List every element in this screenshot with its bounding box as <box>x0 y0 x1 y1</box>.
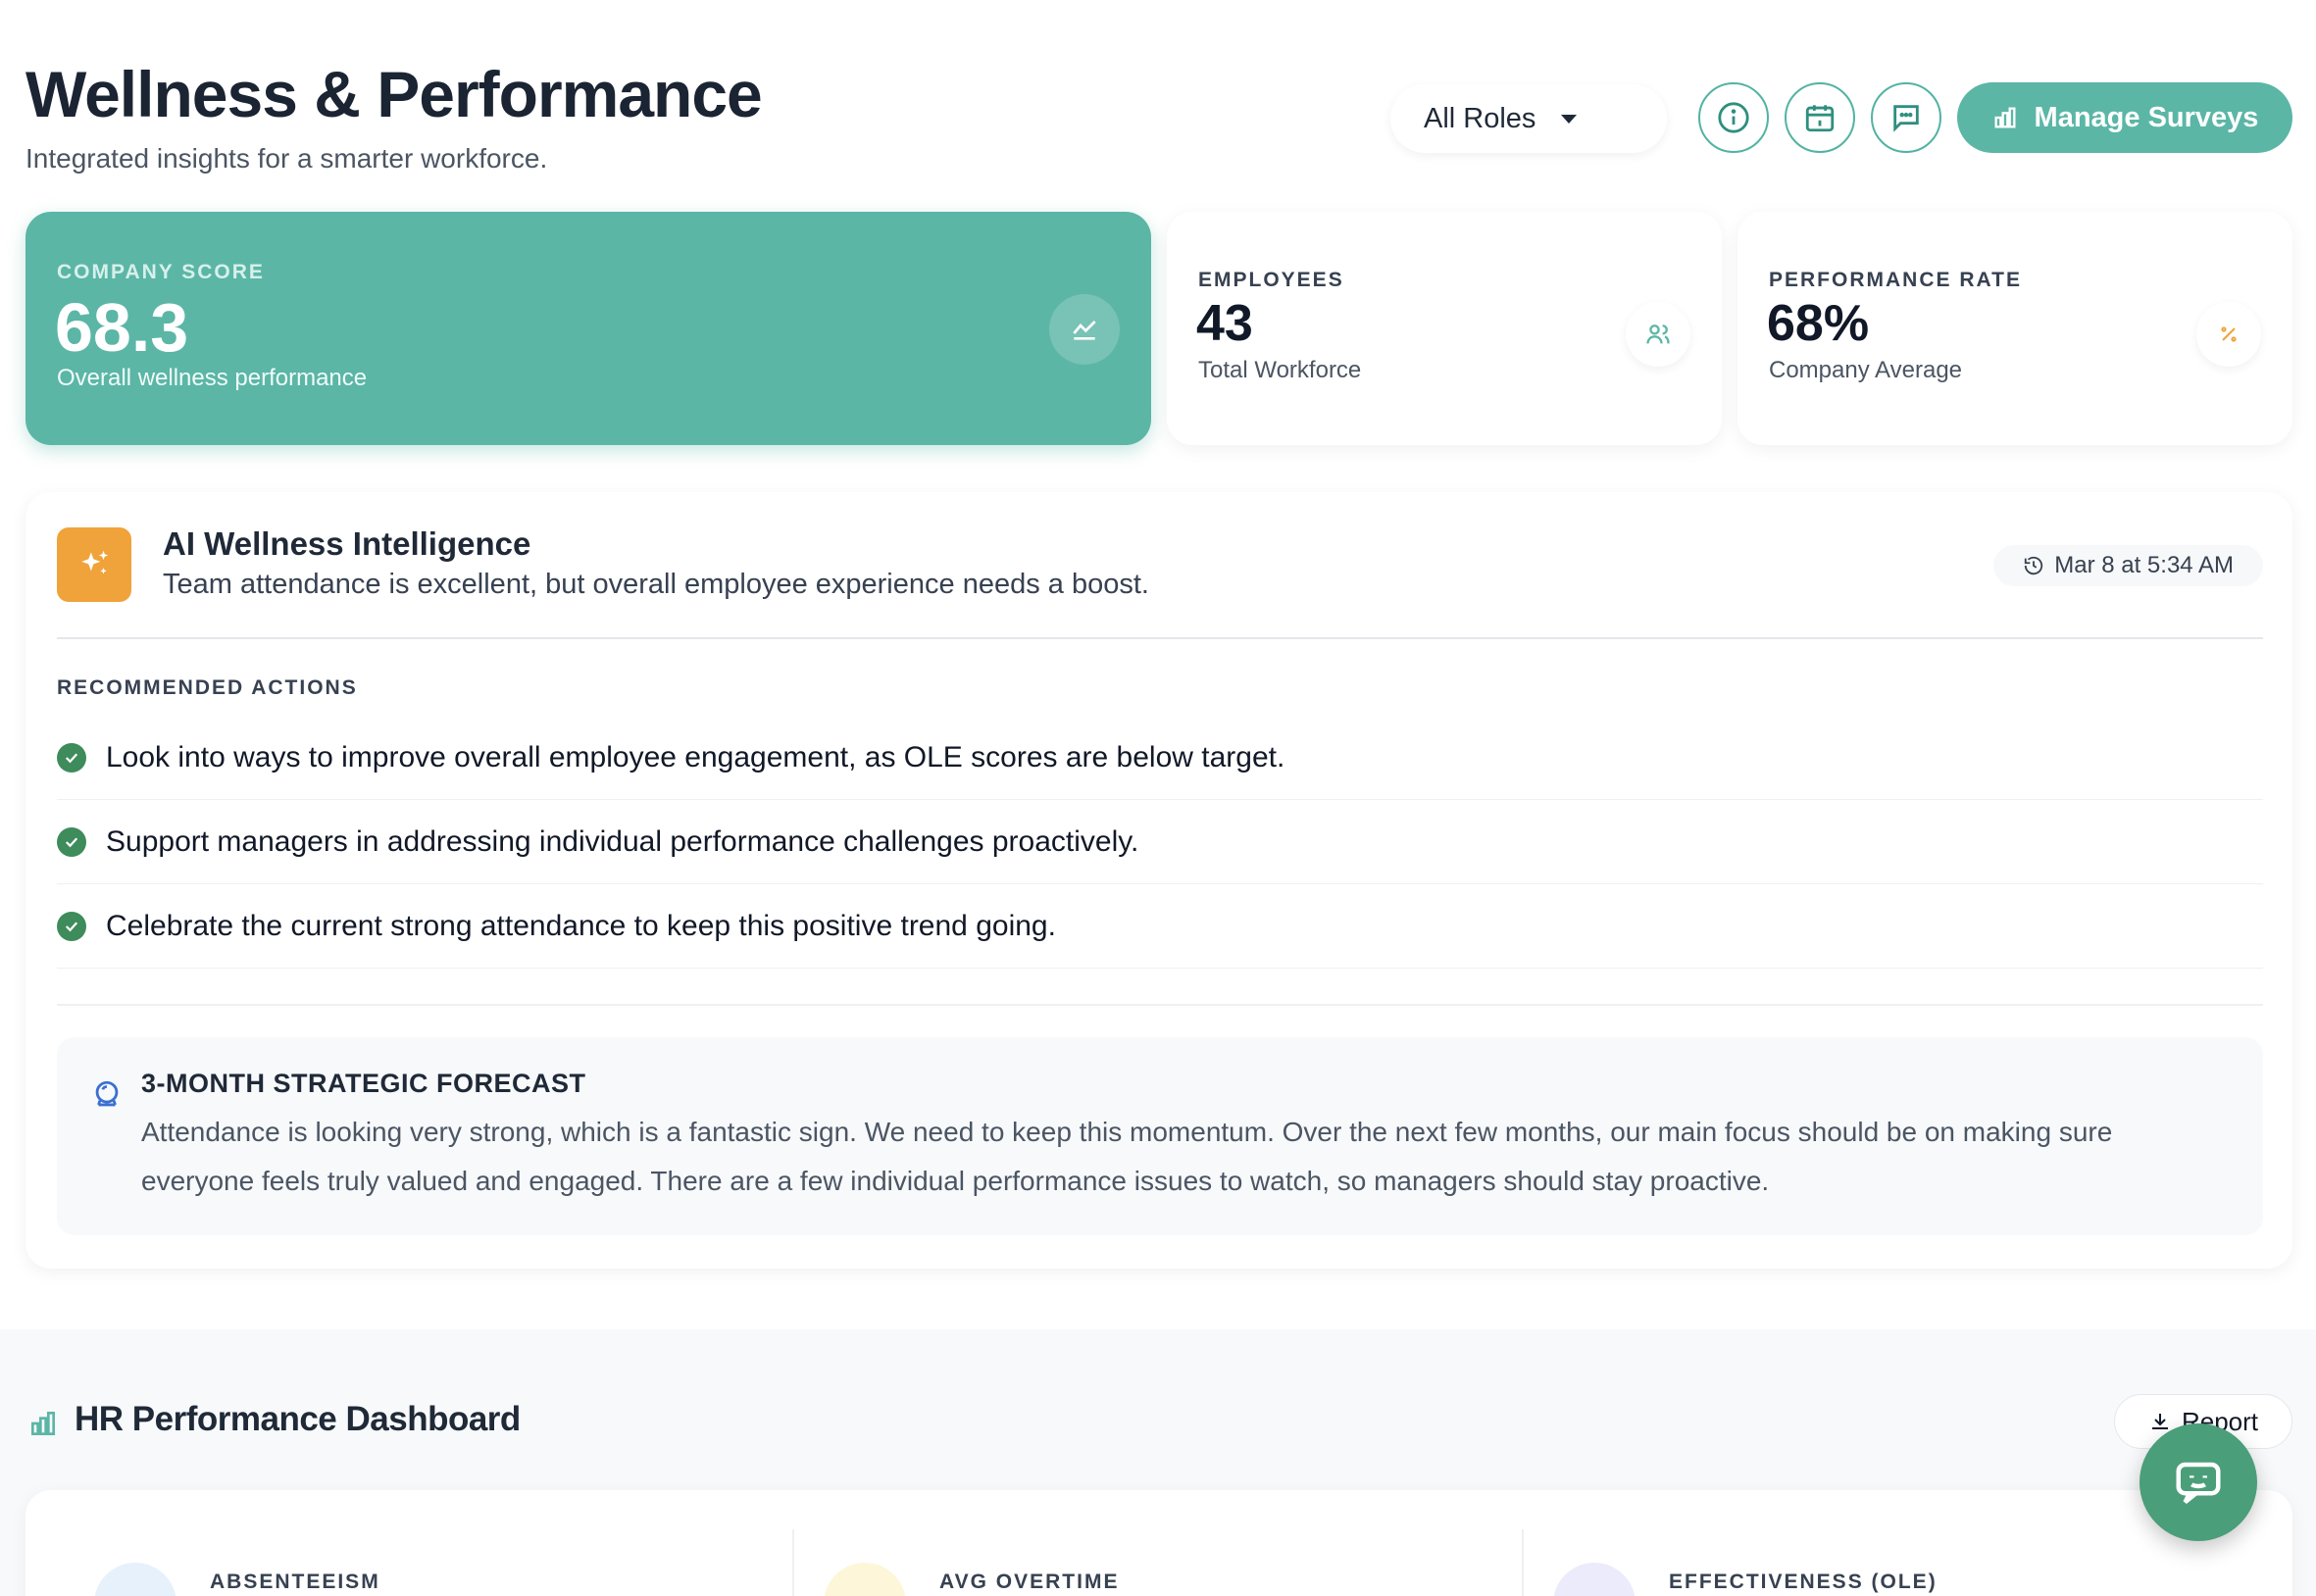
chat-assistant-button[interactable] <box>2140 1423 2257 1541</box>
metric-label: AVG OVERTIME <box>939 1571 1120 1593</box>
metric-label: EFFECTIVENESS (OLE) <box>1669 1571 1938 1593</box>
info-button[interactable] <box>1698 82 1769 153</box>
info-icon <box>1718 102 1749 133</box>
action-text: Look into ways to improve overall employ… <box>106 740 1285 773</box>
download-icon <box>2151 1414 2168 1429</box>
check-circle-icon <box>57 826 86 857</box>
role-filter-value: All Roles <box>1424 102 1536 134</box>
timestamp-text: Mar 8 at 5:34 AM <box>2054 552 2234 578</box>
action-item: Look into ways to improve overall employ… <box>57 716 2263 800</box>
employees-card: EMPLOYEES 43 Total Workforce <box>1167 212 1722 445</box>
page-subtitle: Integrated insights for a smarter workfo… <box>25 143 548 174</box>
crystal-ball-icon <box>95 1080 119 1107</box>
forecast-body: Attendance is looking very strong, which… <box>141 1117 2113 1196</box>
calendar-icon <box>94 1563 176 1596</box>
action-text: Support managers in addressing individua… <box>106 824 1139 858</box>
performance-rate-card: PERFORMANCE RATE 68% Company Average <box>1737 212 2292 445</box>
ai-card-title: AI Wellness Intelligence <box>163 525 531 562</box>
percent-icon <box>2196 302 2261 367</box>
performance-rate-value: 68% <box>1767 295 1870 352</box>
metric-label: ABSENTEEISM <box>210 1571 380 1593</box>
employees-desc: Total Workforce <box>1198 357 1362 383</box>
company-score-value: 68.3 <box>55 289 189 366</box>
performance-rate-desc: Company Average <box>1769 357 1963 383</box>
clock-icon <box>824 1563 906 1596</box>
avg-overtime-metric: AVG OVERTIME <box>755 1490 1485 1596</box>
manage-surveys-label: Manage Surveys <box>2034 101 2259 133</box>
company-score-label: COMPANY SCORE <box>57 261 265 283</box>
gauge-icon <box>1553 1563 1636 1596</box>
message-icon <box>1893 105 1919 132</box>
divider <box>57 1004 2263 1006</box>
divider <box>57 637 2263 639</box>
company-score-desc: Overall wellness performance <box>57 365 368 391</box>
ai-wellness-card: AI Wellness Intelligence Team attendance… <box>25 492 2292 1269</box>
company-score-card: COMPANY SCORE 68.3 Overall wellness perf… <box>25 212 1151 445</box>
check-circle-icon <box>57 911 86 941</box>
role-filter-select[interactable]: All Roles <box>1390 84 1667 153</box>
users-icon <box>1626 302 1690 367</box>
bar-chart-icon <box>31 1412 55 1435</box>
bar-chart-icon <box>1994 107 2016 128</box>
calendar-button[interactable] <box>1785 82 1855 153</box>
timestamp-badge: Mar 8 at 5:34 AM <box>1993 545 2263 586</box>
strategic-forecast-panel: 3-MONTH STRATEGIC FORECAST Attendance is… <box>57 1037 2263 1235</box>
check-circle-icon <box>57 742 86 773</box>
chat-bot-icon <box>2176 1462 2221 1505</box>
sparkles-icon <box>57 527 131 602</box>
caret-down-icon <box>1561 114 1578 124</box>
hr-dashboard-section: HR Performance Dashboard Report ABSENTEE… <box>0 1329 2316 1596</box>
page-title: Wellness & Performance <box>25 58 763 130</box>
divider <box>1522 1529 1524 1596</box>
employees-value: 43 <box>1196 295 1253 352</box>
forecast-title: 3-MONTH STRATEGIC FORECAST <box>141 1069 586 1098</box>
action-item: Support managers in addressing individua… <box>57 800 2263 884</box>
action-item: Celebrate the current strong attendance … <box>57 884 2263 969</box>
history-icon <box>2025 556 2043 575</box>
employees-label: EMPLOYEES <box>1198 269 1344 291</box>
divider <box>792 1529 794 1596</box>
absenteeism-metric: ABSENTEEISM <box>25 1490 790 1596</box>
calendar-icon <box>1805 105 1835 132</box>
performance-rate-label: PERFORMANCE RATE <box>1769 269 2022 291</box>
messages-button[interactable] <box>1871 82 1941 153</box>
recommended-actions-heading: RECOMMENDED ACTIONS <box>57 676 358 699</box>
manage-surveys-button[interactable]: Manage Surveys <box>1957 82 2292 153</box>
ai-card-summary: Team attendance is excellent, but overal… <box>163 569 1149 600</box>
action-text: Celebrate the current strong attendance … <box>106 909 1056 942</box>
hr-dashboard-title: HR Performance Dashboard <box>75 1400 521 1438</box>
trend-chart-icon <box>1049 294 1120 365</box>
effectiveness-metric: EFFECTIVENESS (OLE) <box>1485 1490 2269 1596</box>
hr-metrics-card: ABSENTEEISM AVG OVERTIME EFFECTIVENESS (… <box>25 1490 2292 1596</box>
